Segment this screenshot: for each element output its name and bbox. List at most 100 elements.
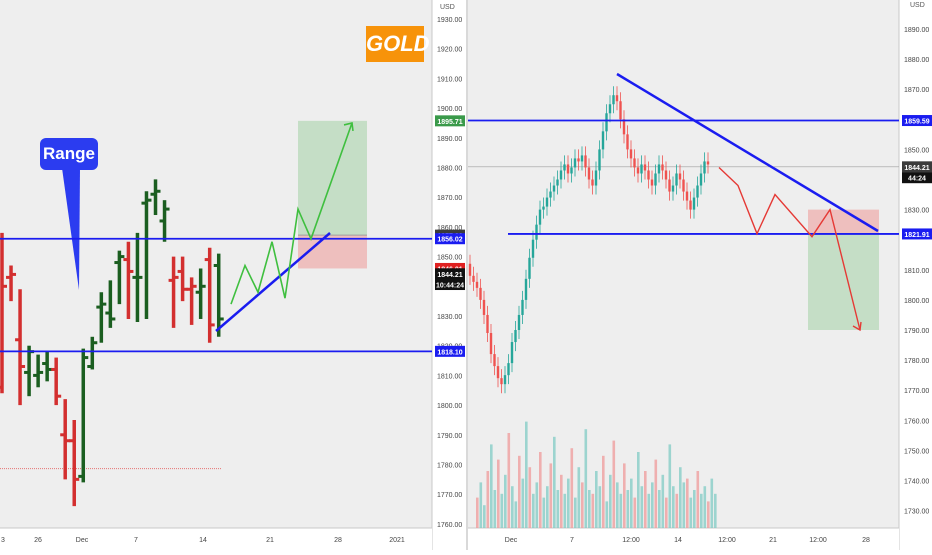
candle (587, 158, 591, 189)
volume-bar (602, 455, 605, 528)
candle (682, 170, 685, 201)
ohlc-bar (87, 336, 98, 370)
volume-bar (654, 459, 658, 528)
right-y-tick-label: 1870.00 (904, 87, 929, 94)
ohlc-bar (105, 280, 116, 328)
candle (556, 170, 559, 195)
candle (528, 248, 531, 288)
candle (479, 278, 482, 309)
candle-body (570, 167, 573, 174)
candle-body (619, 101, 622, 120)
left-y-tick-label: 1760.00 (437, 522, 462, 529)
left-y-tick-label: 1910.00 (437, 76, 462, 83)
volume-bar (563, 493, 567, 528)
ohlc-bar (195, 268, 206, 319)
candle-body (584, 155, 587, 168)
right-price-label: 1859.59 (904, 119, 929, 126)
candle (549, 182, 552, 207)
left-y-tick-label: 1930.00 (437, 17, 462, 24)
candle (507, 354, 510, 385)
volume-bar (637, 452, 640, 528)
volume-bar (567, 478, 570, 528)
candle-body (605, 113, 608, 132)
right-y-tick-label: 1890.00 (904, 27, 929, 34)
left-x-tick-label: 7 (134, 537, 138, 544)
candle (678, 164, 682, 189)
volume-bar (619, 493, 623, 528)
volume-bar (560, 474, 563, 528)
candle-body (500, 378, 503, 385)
left-uptrend-line (215, 232, 331, 332)
candle (647, 161, 650, 189)
candle-body (689, 200, 692, 210)
volume-bar (707, 501, 710, 528)
candle-body (507, 363, 510, 376)
candle-body (608, 104, 612, 114)
ohlc-bar (141, 191, 152, 319)
left-price-label: 10:44:24 (436, 283, 464, 290)
candle-body (657, 164, 661, 174)
volume-bar (518, 455, 521, 528)
right-price-label: 1844.21 (904, 165, 929, 172)
candle (496, 357, 500, 388)
left-y-tick-label: 1870.00 (437, 195, 462, 202)
candle (671, 176, 675, 201)
candle-body (661, 164, 664, 171)
right-y-tick-label: 1850.00 (904, 147, 929, 154)
left-x-tick-label: 2021 (389, 537, 405, 544)
volume-bar (598, 486, 602, 528)
candle-body (703, 161, 706, 174)
candle-body (542, 206, 545, 210)
candle-body (475, 281, 479, 288)
left-y-tick-label: 1920.00 (437, 47, 462, 54)
volume-bar (616, 482, 619, 528)
candle-body (503, 375, 507, 385)
candle (654, 164, 657, 195)
right-price-axis (899, 0, 932, 550)
left-y-tick-label: 1880.00 (437, 166, 462, 173)
candle-body (493, 354, 496, 367)
candle-body (692, 197, 696, 210)
right-x-tick-label: 12:00 (809, 537, 827, 544)
left-axis-unit: USD (440, 4, 455, 11)
range-callout-pointer (62, 168, 80, 290)
left-level-label: 1818.10 (437, 349, 462, 356)
candle-body (538, 209, 542, 225)
ohlc-bar (6, 265, 17, 302)
volume-bar (570, 448, 574, 528)
candle-body (563, 164, 566, 171)
left-y-tick-label: 1790.00 (437, 433, 462, 440)
candle-body (640, 164, 643, 174)
left-level-label: 1856.02 (437, 237, 462, 244)
candle-body (577, 158, 580, 162)
candle-body (531, 239, 535, 258)
ohlc-bar (168, 256, 179, 328)
right-y-tick-label: 1830.00 (904, 208, 929, 215)
volume-bar (679, 467, 682, 528)
left-x-tick-label: 26 (34, 537, 42, 544)
candle (636, 158, 640, 183)
candle (468, 254, 472, 285)
candle-body (482, 299, 486, 315)
left-x-tick-label: 21 (266, 537, 274, 544)
candle (475, 272, 479, 297)
candle (510, 333, 514, 373)
candle (514, 320, 517, 352)
candle (626, 125, 629, 159)
volume-bar (528, 467, 532, 528)
candle (524, 269, 528, 309)
candle-body (685, 191, 689, 201)
candle-body (559, 170, 563, 180)
volume-bar (658, 490, 661, 528)
volume-bar (714, 493, 717, 528)
candle-body (545, 197, 549, 207)
candle (608, 95, 612, 123)
left-y-tick-label: 1900.00 (437, 106, 462, 113)
right-x-tick-label: 21 (769, 537, 777, 544)
candle (699, 164, 703, 195)
volume-bar (483, 505, 486, 528)
volume-bar (640, 486, 644, 528)
right-price-label-box (902, 228, 932, 240)
candle (629, 140, 633, 168)
